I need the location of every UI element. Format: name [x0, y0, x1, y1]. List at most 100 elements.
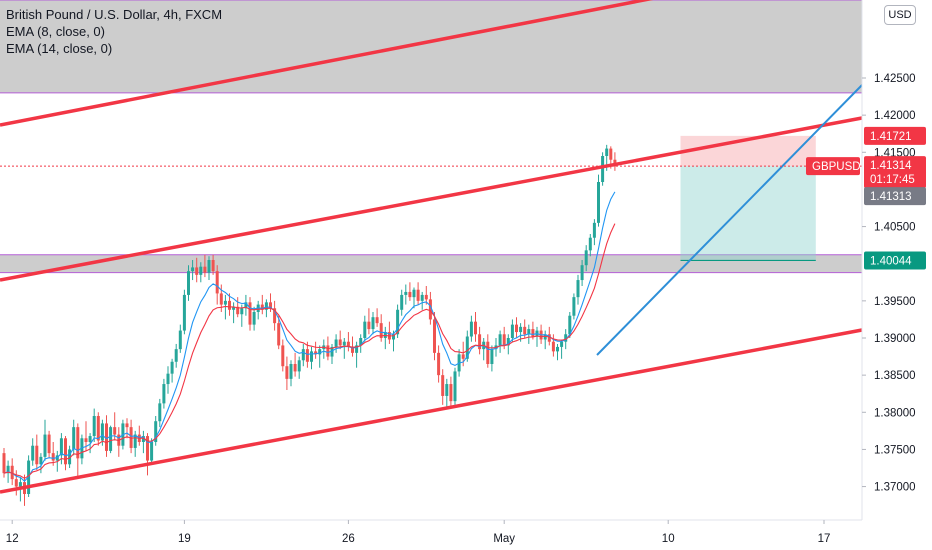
candle-body-86: [355, 345, 359, 353]
candle-body-128: [527, 329, 531, 335]
candle-body-140: [576, 280, 580, 298]
candle-body-61: [252, 312, 256, 325]
candle-body-90: [371, 317, 375, 330]
candle-body-109: [449, 384, 453, 402]
price-tick-9: 1.37000: [874, 482, 916, 494]
price-tag-1: GBPUSD: [812, 161, 861, 173]
candle-body-1: [6, 465, 10, 474]
candle-body-51: [211, 260, 215, 272]
candle-body-55: [228, 300, 231, 310]
candle-body-46: [191, 267, 195, 272]
candle-body-36: [150, 442, 154, 461]
time-tick-4: 10: [662, 533, 675, 545]
candle-body-112: [461, 354, 465, 359]
candle-body-95: [392, 334, 395, 340]
candle-body-87: [359, 338, 363, 346]
trend-line-2: [0, 328, 863, 494]
candle-body-0: [2, 453, 6, 474]
candle-body-3: [14, 479, 18, 487]
candle-body-121: [498, 334, 502, 346]
candlesticks: [2, 144, 617, 506]
candle-body-101: [416, 289, 420, 301]
candle-body-141: [580, 265, 584, 281]
price-tick-0: 1.42500: [874, 73, 916, 85]
candle-body-91: [375, 317, 379, 324]
candle-body-63: [260, 304, 264, 310]
candle-body-77: [318, 349, 322, 355]
price-axis: 1.425001.420001.415001.405001.395001.390…: [861, 0, 932, 550]
candle-body-138: [568, 315, 572, 335]
candle-body-43: [178, 330, 182, 350]
candle-body-9: [39, 456, 43, 465]
trend-lines: [0, 0, 863, 494]
candle-body-146: [601, 156, 605, 182]
price-tick-8: 1.37500: [874, 444, 916, 456]
candle-body-11: [47, 434, 51, 454]
candle-body-144: [592, 222, 596, 238]
candle-body-31: [129, 427, 133, 448]
candle-body-98: [404, 291, 408, 295]
ema-lines: [3, 191, 616, 482]
candle-body-89: [367, 321, 371, 330]
candle-body-127: [523, 326, 527, 335]
candle-body-133: [547, 334, 551, 342]
price-tag-3: 01:17:45: [870, 174, 915, 186]
candle-body-23: [96, 416, 100, 441]
price-tags: 1.41721 GBPUSD 1.41314 01:17:45 1.41313 1.400…: [806, 126, 926, 270]
candle-body-17: [72, 427, 76, 450]
candle-body-135: [556, 346, 559, 352]
target-zone: [680, 166, 816, 261]
candle-body-37: [154, 421, 158, 442]
candle-body-57: [236, 306, 240, 315]
candle-body-45: [187, 271, 190, 295]
candle-body-34: [141, 436, 145, 442]
candle-body-14: [59, 438, 63, 456]
candle-body-25: [105, 423, 108, 451]
candle-body-122: [502, 334, 506, 346]
price-tag-bg-5: [864, 251, 926, 270]
price-tag-bg-1: [806, 157, 860, 176]
candle-body-123: [506, 338, 510, 346]
price-axis-bg: [862, 0, 932, 550]
candle-body-22: [92, 416, 96, 437]
candle-body-4: [18, 482, 22, 487]
candle-body-107: [441, 375, 445, 396]
time-tick-0: 12: [6, 533, 19, 545]
ema-8-legend: EMA (8, close, 0): [6, 24, 105, 39]
price-tag-0: 1.41721: [870, 131, 912, 143]
candle-body-39: [162, 384, 166, 404]
horizontal-zones: [0, 0, 862, 274]
candle-body-41: [170, 361, 174, 374]
candle-body-99: [408, 291, 412, 298]
candle-body-139: [572, 297, 576, 316]
ema-14-line: [3, 223, 616, 479]
candle-body-124: [510, 324, 514, 338]
price-tag-bg-0: [864, 126, 926, 145]
candle-body-108: [445, 384, 449, 396]
time-tick-2: 26: [342, 533, 355, 545]
candle-body-44: [182, 294, 186, 331]
candle-body-40: [166, 373, 170, 385]
candle-body-114: [469, 321, 473, 337]
candle-body-68: [281, 345, 285, 367]
candle-body-48: [199, 266, 203, 275]
candle-body-66: [273, 308, 277, 324]
candle-body-26: [109, 427, 113, 451]
candle-body-65: [269, 302, 272, 309]
candle-body-105: [433, 319, 436, 353]
candle-body-69: [285, 366, 289, 379]
candle-body-145: [597, 182, 600, 223]
candle-body-97: [400, 294, 404, 310]
candle-body-12: [51, 453, 55, 461]
price-tag-bg-4: [864, 187, 926, 206]
candle-body-136: [560, 341, 564, 347]
candle-body-42: [174, 349, 178, 362]
candle-body-88: [363, 321, 367, 338]
candle-body-10: [43, 434, 47, 457]
candle-body-47: [195, 267, 199, 275]
candle-body-2: [10, 465, 14, 480]
price-tick-3: 1.40500: [874, 222, 916, 234]
price-tag-bg-2: [864, 156, 926, 175]
currency-button[interactable]: USD: [884, 5, 916, 25]
